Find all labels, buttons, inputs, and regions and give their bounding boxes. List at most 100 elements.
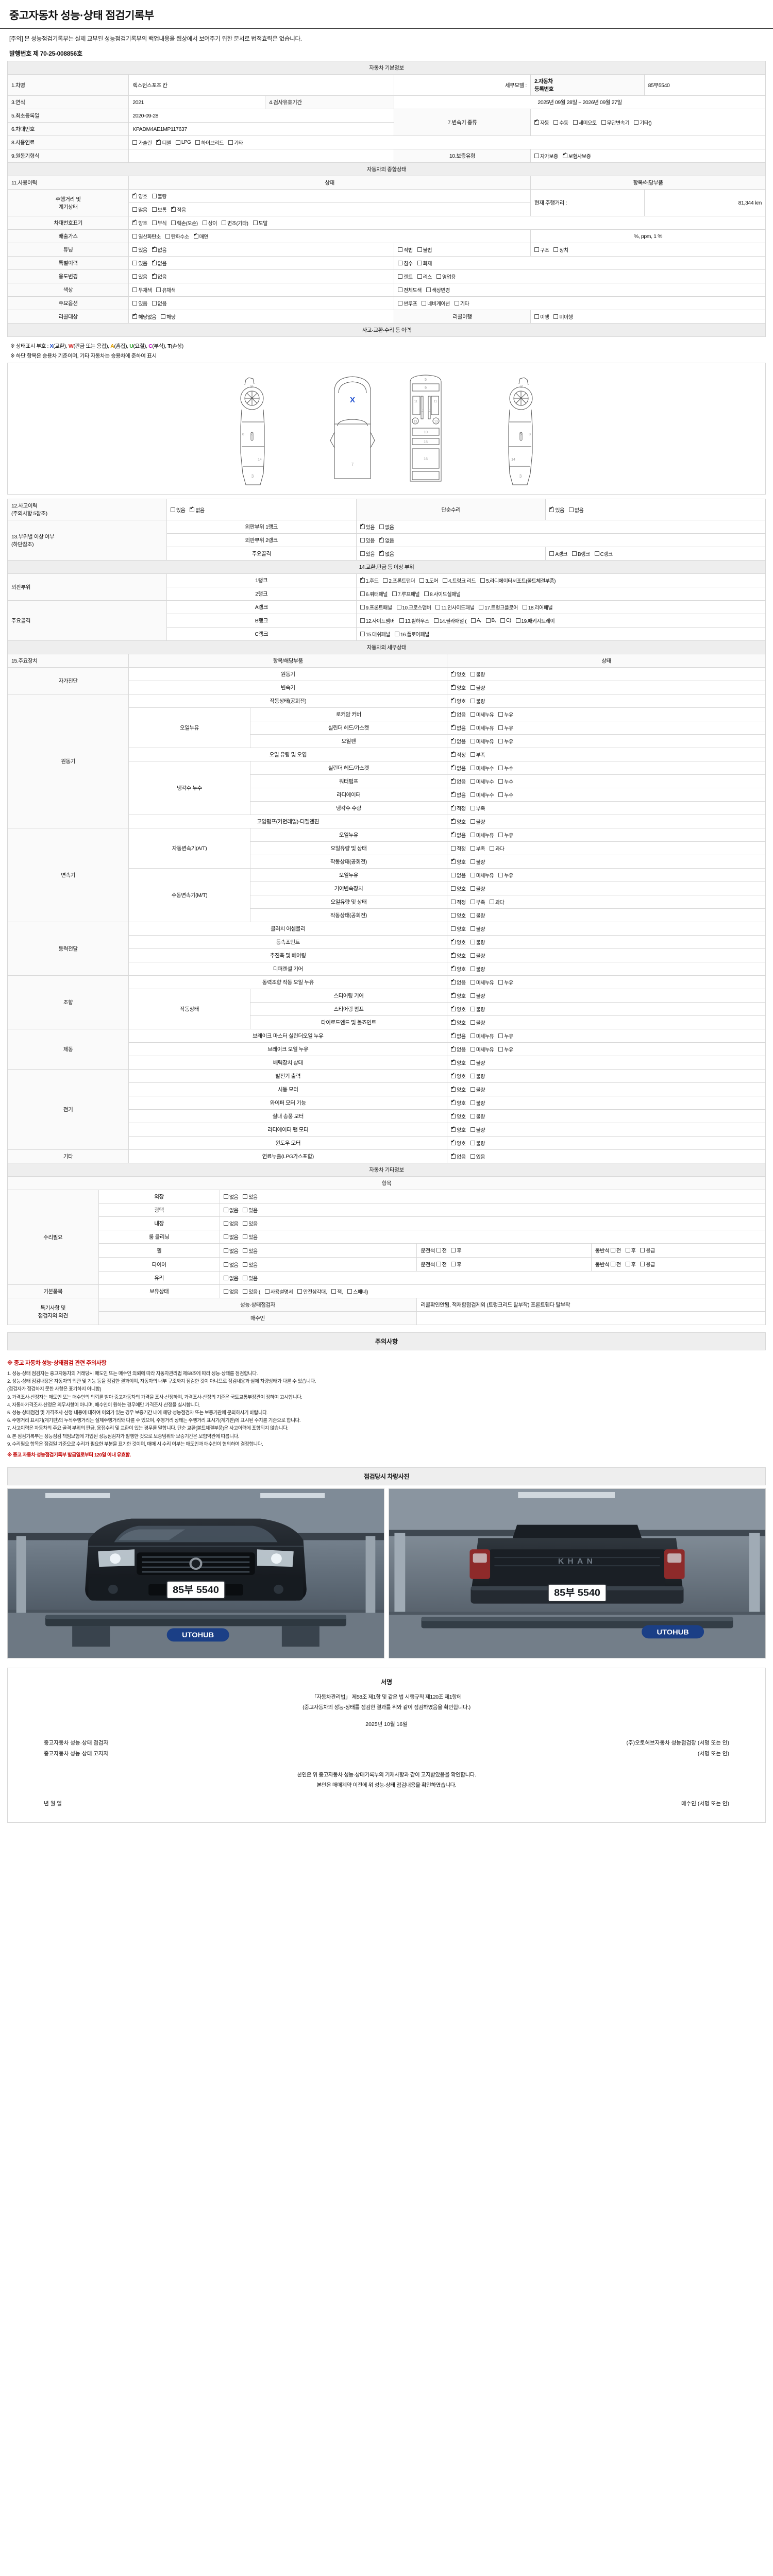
checkbox-box[interactable] [470, 792, 475, 797]
checkbox-box[interactable] [193, 232, 198, 239]
checkbox-box[interactable] [243, 1221, 248, 1226]
simple-repair-option-1[interactable]: 없음 [568, 506, 584, 514]
exchange-item-0[interactable]: 1.후드 [360, 577, 379, 584]
checkbox-box[interactable] [470, 953, 475, 958]
transmission-option-3[interactable]: 무단변속기 [601, 118, 630, 126]
checkbox-box[interactable] [451, 1005, 456, 1011]
detail-item-options[interactable]: 양호 불량 [447, 1136, 766, 1150]
detail-option-1[interactable]: 불량 [470, 1139, 485, 1147]
checkbox-box[interactable] [470, 1127, 475, 1132]
checkbox-box[interactable] [436, 1248, 441, 1252]
detail-option-0[interactable]: 없음 [451, 871, 466, 879]
checkbox-box[interactable] [171, 221, 176, 225]
checkbox-box[interactable] [498, 873, 503, 877]
checkbox-box[interactable] [549, 506, 554, 512]
detail-option-0[interactable]: 적정 [451, 898, 466, 906]
detail-item-options[interactable]: 적정 부족 과다 [447, 841, 766, 855]
checkbox-box[interactable] [202, 221, 207, 225]
checkbox-box[interactable] [152, 207, 157, 212]
checkbox-box[interactable] [470, 993, 475, 998]
driver-pos-option-1[interactable]: 후 [451, 1246, 462, 1254]
detail-option-0[interactable]: 양호 [451, 818, 466, 825]
detail-item-options[interactable]: 없음 미세누유 누유 [447, 1029, 766, 1043]
main-option-presence-1[interactable]: 없음 [152, 299, 167, 307]
checkbox-box[interactable] [470, 900, 475, 904]
checkbox-box[interactable] [451, 1045, 456, 1052]
checkbox-box[interactable] [640, 1262, 645, 1266]
detail-item-options[interactable]: 양호 불량 [447, 962, 766, 976]
checkbox-box[interactable] [470, 779, 475, 784]
checkbox-box[interactable] [399, 618, 404, 623]
detail-option-0[interactable]: 양호 [451, 952, 466, 959]
warranty-option-0[interactable]: 자가보증 [534, 152, 558, 160]
checkbox-box[interactable] [195, 140, 200, 145]
detail-option-1[interactable]: 부족 [470, 804, 485, 812]
exchange-item-5[interactable]: C) [500, 618, 511, 623]
detail-option-0[interactable]: 양호 [451, 1005, 466, 1013]
checkbox-box[interactable] [470, 980, 475, 985]
detail-option-0[interactable]: 양호 [451, 965, 466, 973]
detail-option-2[interactable]: 누유 [498, 1032, 513, 1040]
checkbox-box[interactable] [553, 314, 559, 319]
detail-option-0[interactable]: 양호 [451, 992, 466, 999]
mileage-amount-option-1[interactable]: 보통 [152, 206, 167, 213]
checkbox-box[interactable] [398, 261, 403, 265]
basic-item-sub-1[interactable]: 안전삼각대, [297, 1287, 327, 1295]
checkbox-box[interactable] [489, 900, 494, 904]
checkbox-box[interactable] [435, 605, 441, 609]
checkbox-box[interactable] [451, 818, 456, 824]
checkbox-box[interactable] [223, 1221, 228, 1226]
detail-item-options[interactable]: 적정 부족 [447, 801, 766, 815]
checkbox-box[interactable] [470, 1100, 475, 1105]
main-option-type-2[interactable]: 기타 [454, 299, 469, 307]
checkbox-box[interactable] [228, 140, 233, 145]
parts-rank-extra-2[interactable]: A랭크 B랭크 C랭크 [545, 547, 766, 561]
color-type-options[interactable]: 무채색 유채색 [128, 283, 395, 297]
detail-option-2[interactable]: 누유 [498, 724, 513, 732]
detail-option-0[interactable]: 적정 [451, 751, 466, 758]
checkbox-box[interactable] [470, 1007, 475, 1011]
detail-item-options[interactable]: 없음 미세누유 누유 [447, 734, 766, 748]
checkbox-box[interactable] [470, 752, 475, 757]
detail-item-options[interactable]: 양호 불량 [447, 681, 766, 694]
usage-type-option-2[interactable]: 영업용 [436, 273, 456, 280]
detail-option-1[interactable]: 불량 [470, 992, 485, 999]
detail-option-1[interactable]: 불량 [470, 1086, 485, 1093]
tuning-presence-option-1[interactable]: 없음 [152, 246, 167, 253]
tuning-scope-options[interactable]: 구조 장치 [530, 243, 766, 257]
checkbox-box[interactable] [498, 779, 503, 784]
other-option-1[interactable]: 있음 [243, 1193, 258, 1200]
recall-done-option-0[interactable]: 이행 [534, 313, 549, 320]
detail-item-options[interactable]: 없음 미세누유 누유 [447, 1042, 766, 1056]
basic-item-sub-3[interactable]: 스패너) [347, 1287, 368, 1295]
detail-option-2[interactable]: 누유 [498, 710, 513, 718]
other-option-0[interactable]: 없음 [223, 1206, 239, 1214]
checkbox-box[interactable] [451, 791, 456, 797]
tuning-scope-option-0[interactable]: 구조 [534, 246, 549, 253]
checkbox-box[interactable] [479, 605, 484, 609]
other-option-0[interactable]: 없음 [223, 1247, 239, 1255]
checkbox-box[interactable] [132, 247, 138, 252]
checkbox-box[interactable] [152, 301, 157, 306]
exchange-item-4[interactable]: B, [485, 618, 496, 623]
checkbox-box[interactable] [132, 234, 138, 239]
detail-item-options[interactable]: 없음 있음 [447, 1149, 766, 1163]
detail-option-1[interactable]: 미세누수 [470, 777, 494, 785]
detail-item-options[interactable]: 없음 미세누유 누유 [447, 707, 766, 721]
checkbox-box[interactable] [243, 1248, 248, 1253]
other-passenger-pos[interactable]: 동반석 전 후 응급 [591, 1257, 766, 1272]
other-item-options[interactable]: 없음 있음 [219, 1203, 766, 1217]
emission-option-2[interactable]: 매연 [193, 232, 209, 240]
detail-option-1[interactable]: 불량 [470, 1005, 485, 1013]
checkbox-box[interactable] [175, 140, 180, 145]
checkbox-box[interactable] [394, 632, 399, 636]
checkbox-box[interactable] [470, 766, 475, 770]
detail-option-0[interactable]: 양호 [451, 938, 466, 946]
checkbox-box[interactable] [243, 1194, 248, 1199]
checkbox-box[interactable] [398, 287, 403, 292]
checkbox-box[interactable] [470, 1087, 475, 1092]
mileage-quality-option-0[interactable]: 양호 [132, 192, 147, 200]
checkbox-box[interactable] [572, 551, 577, 556]
checkbox-box[interactable] [379, 524, 384, 529]
checkbox-box[interactable] [451, 1112, 456, 1118]
